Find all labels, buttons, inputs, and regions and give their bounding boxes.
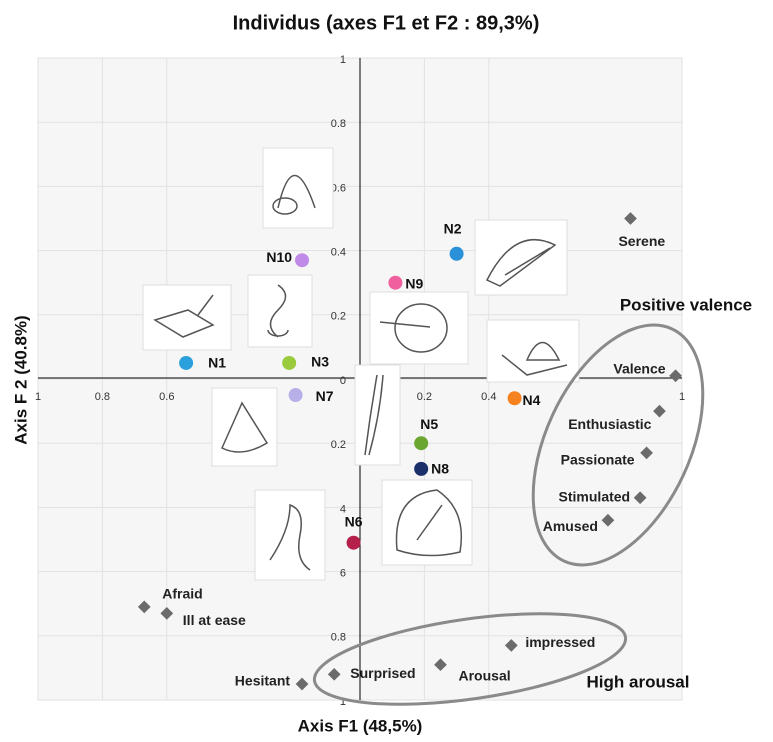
variable-label: Surprised: [350, 665, 415, 681]
individual-point: [295, 253, 309, 267]
x-tick-label: 0.4: [481, 391, 496, 403]
variable-label: Enthusiastic: [568, 416, 651, 432]
variable-label: Amused: [543, 518, 598, 534]
variable-label: Serene: [618, 233, 665, 249]
variable-label: Afraid: [162, 586, 202, 602]
y-tick-label: 0.4: [331, 247, 346, 259]
individual-label: N8: [431, 461, 449, 477]
individual-label: N4: [523, 392, 541, 408]
y-tick-label: 0.2: [331, 439, 346, 451]
x-tick-label: 0.6: [159, 391, 174, 403]
individual-point: [347, 536, 361, 550]
x-tick-label: 0.2: [417, 391, 432, 403]
individual-label: N7: [316, 388, 334, 404]
x-tick-label: 1: [35, 391, 41, 403]
variable-label: Valence: [613, 360, 665, 376]
chart-title: Individus (axes F1 et F2 : 89,3%): [233, 12, 540, 34]
variable-label: Ill at ease: [183, 612, 246, 628]
y-tick-label: 0.2: [331, 311, 346, 323]
individual-label: N5: [420, 416, 438, 432]
variable-label: Hesitant: [235, 673, 291, 689]
individual-label: N2: [444, 221, 462, 237]
annotation: Positive valence: [620, 295, 752, 314]
x-tick-label: 1: [679, 391, 685, 403]
variable-label: Passionate: [561, 452, 635, 468]
individual-label: N9: [405, 275, 423, 291]
individual-label: N3: [311, 354, 329, 370]
y-tick-label: 0.8: [331, 632, 346, 644]
individual-label: N10: [266, 249, 292, 265]
individual-point: [179, 356, 193, 370]
variable-label: Arousal: [459, 667, 511, 683]
individual-label: N1: [208, 355, 226, 371]
x-axis-label: Axis F1 (48,5%): [298, 716, 423, 735]
individual-point: [282, 356, 296, 370]
y-tick-label: 0: [340, 375, 346, 387]
chart: 10.80.600.20.4110.80.60.40.200.2460.81 S…: [0, 0, 773, 742]
y-tick-label: 0.8: [331, 118, 346, 130]
variable-label: impressed: [525, 634, 595, 650]
y-axis-label: Axis F 2 (40.8%): [11, 315, 30, 444]
individual-point: [388, 276, 402, 290]
individual-label: N6: [345, 513, 363, 529]
y-tick-label: 6: [340, 568, 346, 580]
annotation: High arousal: [587, 672, 690, 691]
individual-point: [414, 462, 428, 476]
x-tick-label: 0.8: [95, 391, 110, 403]
individual-point: [450, 247, 464, 261]
individual-point: [289, 388, 303, 402]
individual-point: [508, 391, 522, 405]
y-tick-label: 1: [340, 54, 346, 66]
individual-point: [414, 436, 428, 450]
variable-label: Stimulated: [559, 488, 631, 504]
